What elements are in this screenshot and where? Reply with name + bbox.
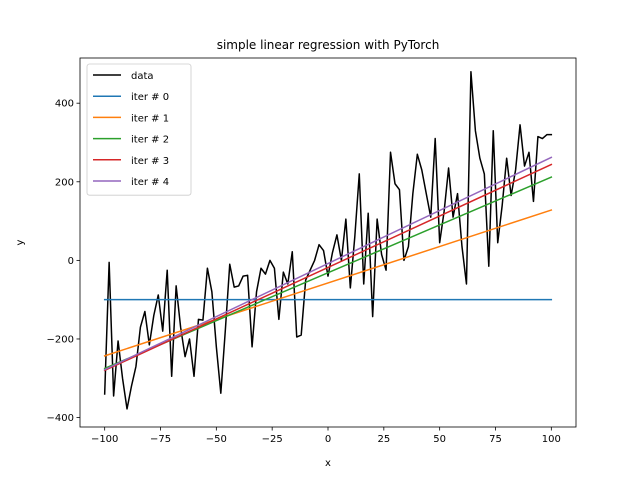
x-tick-label: 25 xyxy=(377,434,390,445)
y-tick-label: 0 xyxy=(68,256,74,267)
chart-title: simple linear regression with PyTorch xyxy=(217,38,440,52)
y-axis-ticks: −400 −200 0 200 400 xyxy=(47,99,80,424)
y-axis-label: y xyxy=(15,239,26,245)
y-tick-label: −400 xyxy=(47,413,74,424)
legend-label-iter-0: iter # 0 xyxy=(131,92,169,103)
x-tick-label: 0 xyxy=(325,434,331,445)
x-tick-label: −25 xyxy=(262,434,283,445)
legend-box xyxy=(86,63,192,196)
y-tick-label: −200 xyxy=(47,334,74,345)
legend-label-iter-2: iter # 2 xyxy=(131,135,169,146)
series-layer xyxy=(103,71,553,410)
y-tick-label: 200 xyxy=(55,177,74,188)
x-tick-label: 50 xyxy=(433,434,446,445)
x-tick-label: −75 xyxy=(150,434,171,445)
legend: data iter # 0 iter # 1 iter # 2 iter # 3 iter… xyxy=(86,63,192,196)
series-line-iter-3 xyxy=(103,163,553,372)
legend-label-iter-1: iter # 1 xyxy=(131,113,169,124)
x-tick-label: −100 xyxy=(91,434,118,445)
series-line-iter-1 xyxy=(103,209,553,357)
x-tick-label: −50 xyxy=(206,434,227,445)
legend-label-iter-3: iter # 3 xyxy=(131,156,169,167)
x-tick-label: 75 xyxy=(489,434,502,445)
y-tick-label: 400 xyxy=(55,99,74,110)
series-line-iter-4 xyxy=(103,156,553,371)
legend-label-iter-4: iter # 4 xyxy=(131,177,169,188)
legend-label-data: data xyxy=(131,71,154,82)
series-line-data xyxy=(103,71,553,410)
x-axis-ticks: −100 −75 −50 −25 0 25 50 75 100 xyxy=(91,427,561,445)
x-tick-label: 100 xyxy=(542,434,561,445)
x-axis-label: x xyxy=(325,458,331,469)
